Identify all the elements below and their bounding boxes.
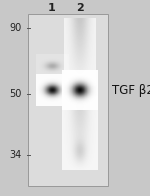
Text: 1: 1 <box>48 3 56 13</box>
Text: 34: 34 <box>10 150 22 160</box>
Text: 50: 50 <box>10 89 22 99</box>
Text: TGF β2: TGF β2 <box>112 83 150 96</box>
Text: 2: 2 <box>76 3 84 13</box>
Text: 90: 90 <box>10 23 22 33</box>
Bar <box>28 14 108 186</box>
